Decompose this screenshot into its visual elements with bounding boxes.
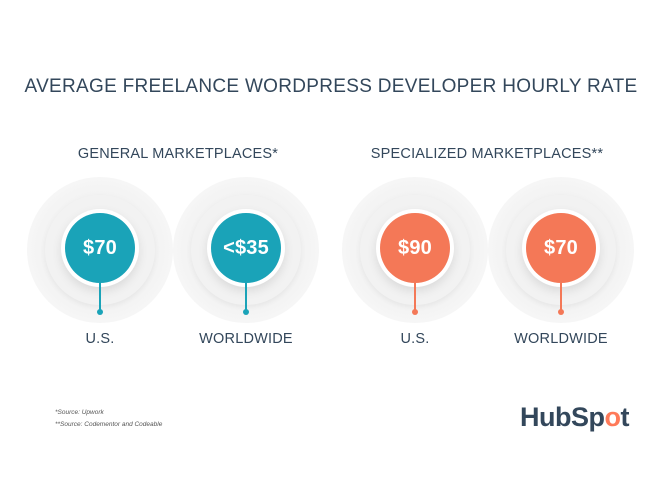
chart-title: AVERAGE FREELANCE WORDPRESS DEVELOPER HO… bbox=[24, 76, 638, 97]
pointer-dot bbox=[558, 309, 564, 315]
rate-value: $70 bbox=[65, 213, 135, 283]
region-label-specialized-worldwide: WORLDWIDE bbox=[514, 331, 608, 347]
rate-value: $90 bbox=[380, 213, 450, 283]
pointer-stem bbox=[245, 283, 247, 311]
region-label-general-us: U.S. bbox=[85, 331, 115, 347]
hubspot-sprocket-icon: o bbox=[604, 402, 622, 432]
pointer-dot bbox=[412, 309, 418, 315]
logo-text-part2: t bbox=[620, 402, 630, 432]
footnote-codementor: **Source: Codementor and Codeable bbox=[55, 421, 163, 428]
rate-circle-general-worldwide: <$35 bbox=[173, 177, 319, 323]
rate-circle-general-us: $70 bbox=[27, 177, 173, 323]
logo-text-part1: HubSp bbox=[520, 402, 605, 432]
footnote-upwork: *Source: Upwork bbox=[55, 409, 104, 416]
region-label-general-worldwide: WORLDWIDE bbox=[199, 331, 293, 347]
rate-value: $70 bbox=[526, 213, 596, 283]
region-label-specialized-us: U.S. bbox=[400, 331, 430, 347]
pointer-stem bbox=[414, 283, 416, 311]
group-label-general: GENERAL MARKETPLACES* bbox=[77, 146, 279, 162]
rate-circle-specialized-worldwide: $70 bbox=[488, 177, 634, 323]
pointer-dot bbox=[97, 309, 103, 315]
pointer-dot bbox=[243, 309, 249, 315]
hubspot-logo: HubSpot bbox=[520, 402, 629, 433]
rate-value: <$35 bbox=[211, 213, 281, 283]
rate-circle-specialized-us: $90 bbox=[342, 177, 488, 323]
group-label-specialized: SPECIALIZED MARKETPLACES** bbox=[370, 146, 604, 162]
pointer-stem bbox=[99, 283, 101, 311]
pointer-stem bbox=[560, 283, 562, 311]
